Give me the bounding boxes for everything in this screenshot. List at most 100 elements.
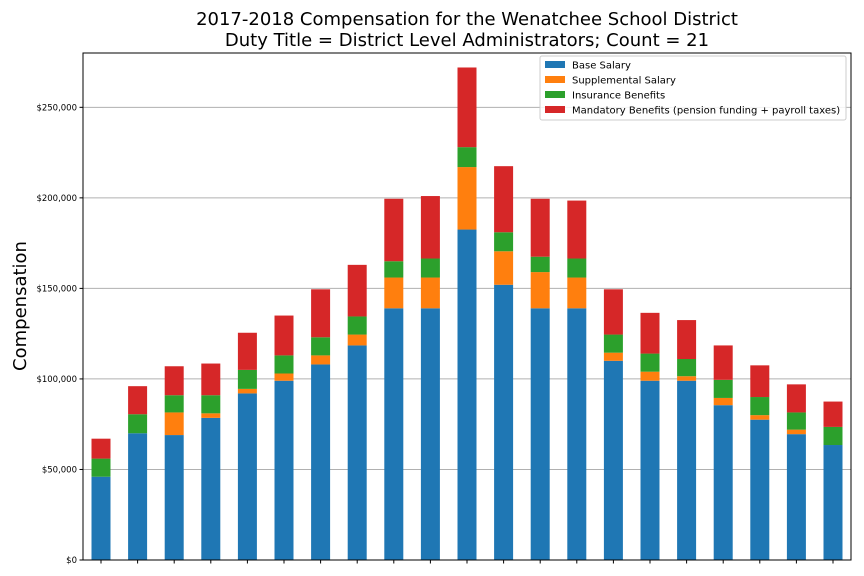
bar-segment-mandatory bbox=[603, 289, 623, 335]
bar-segment-mandatory bbox=[530, 198, 550, 257]
bar-segment-mandatory bbox=[237, 332, 257, 370]
bar-segment-insurance bbox=[201, 395, 221, 414]
y-tick-label: $100,000 bbox=[36, 375, 77, 385]
bar-segment-insurance bbox=[91, 458, 111, 477]
bar-segment-base bbox=[91, 476, 111, 560]
bar-segment-supplemental bbox=[164, 412, 184, 436]
bar-segment-insurance bbox=[420, 258, 440, 278]
bar-segment-insurance bbox=[567, 258, 587, 278]
bar-segment-base bbox=[274, 380, 294, 560]
y-tick-label: $0 bbox=[66, 556, 77, 566]
bar-segment-base bbox=[567, 308, 587, 560]
bar-segment-insurance bbox=[164, 395, 184, 413]
bar-segment-insurance bbox=[311, 337, 331, 356]
bar-segment-insurance bbox=[750, 397, 770, 416]
bar-segment-insurance bbox=[457, 147, 477, 168]
bar-segment-base bbox=[677, 380, 697, 560]
bar-segment-mandatory bbox=[311, 289, 331, 338]
legend-swatch bbox=[545, 91, 565, 98]
bar-segment-insurance bbox=[713, 379, 733, 398]
bar-segment-insurance bbox=[640, 353, 660, 372]
bar-segment-insurance bbox=[237, 369, 257, 389]
bar-segment-base bbox=[420, 308, 440, 560]
bar-segment-mandatory bbox=[713, 345, 733, 380]
bar-segment-mandatory bbox=[128, 386, 148, 415]
y-tick-label: $50,000 bbox=[42, 465, 77, 475]
y-tick-label: $150,000 bbox=[36, 284, 77, 294]
bar-segment-base bbox=[384, 308, 404, 560]
bar-segment-base bbox=[603, 360, 623, 560]
legend-label: Mandatory Benefits (pension funding + pa… bbox=[572, 106, 840, 117]
bar-segment-supplemental bbox=[640, 371, 660, 381]
legend-label: Supplemental Salary bbox=[572, 76, 676, 87]
bar-segment-base bbox=[128, 433, 148, 560]
bar-segment-mandatory bbox=[823, 401, 843, 427]
bar-segment-mandatory bbox=[347, 264, 367, 317]
chart-title: 2017-2018 Compensation for the Wenatchee… bbox=[196, 9, 738, 30]
bar-segment-base bbox=[347, 345, 367, 560]
bar-segment-supplemental bbox=[530, 272, 550, 309]
bar-segment-mandatory bbox=[640, 312, 660, 354]
bar-segment-mandatory bbox=[274, 315, 294, 356]
legend-swatch bbox=[545, 61, 565, 68]
bar-segment-mandatory bbox=[201, 363, 221, 396]
bar-segment-insurance bbox=[347, 316, 367, 335]
bars bbox=[91, 67, 843, 560]
bar-segment-mandatory bbox=[677, 320, 697, 360]
bar-segment-base bbox=[786, 434, 806, 560]
bar-segment-base bbox=[640, 380, 660, 560]
bar-segment-base bbox=[823, 445, 843, 560]
bar-segment-base bbox=[164, 435, 184, 560]
y-tick-label: $250,000 bbox=[36, 103, 77, 113]
bar-segment-insurance bbox=[603, 334, 623, 353]
bar-segment-base bbox=[750, 419, 770, 560]
bar-segment-mandatory bbox=[750, 365, 770, 398]
bar-segment-base bbox=[457, 229, 477, 560]
bar-segment-supplemental bbox=[274, 373, 294, 381]
bar-segment-mandatory bbox=[91, 438, 111, 459]
bar-segment-mandatory bbox=[384, 198, 404, 262]
bar-segment-base bbox=[494, 284, 514, 560]
bar-segment-supplemental bbox=[713, 397, 733, 406]
bar-segment-insurance bbox=[128, 414, 148, 434]
bar-segment-insurance bbox=[786, 412, 806, 430]
y-axis-label: Compensation bbox=[10, 241, 31, 371]
bar-segment-supplemental bbox=[786, 429, 806, 435]
bar-segment-base bbox=[713, 405, 733, 560]
bar-segment-base bbox=[237, 393, 257, 560]
bar-segment-insurance bbox=[677, 359, 697, 377]
bar-segment-supplemental bbox=[201, 413, 221, 418]
bar-segment-mandatory bbox=[457, 67, 477, 148]
bar-segment-mandatory bbox=[494, 166, 514, 233]
bar-segment-supplemental bbox=[494, 251, 514, 285]
bar-segment-mandatory bbox=[786, 384, 806, 413]
bar-segment-insurance bbox=[384, 261, 404, 278]
legend-swatch bbox=[545, 106, 565, 113]
legend-box bbox=[539, 55, 847, 121]
bar-segment-base bbox=[201, 417, 221, 560]
bar-segment-insurance bbox=[274, 355, 294, 374]
legend: Base Salary Supplemental Salary Insurance … bbox=[539, 55, 847, 121]
bar-segment-supplemental bbox=[603, 352, 623, 361]
bar-segment-mandatory bbox=[420, 196, 440, 259]
legend-swatch bbox=[545, 76, 565, 83]
bar-segment-mandatory bbox=[164, 366, 184, 396]
legend-label: Insurance Benefits bbox=[572, 91, 665, 102]
bar-segment-supplemental bbox=[237, 388, 257, 394]
bar-segment-base bbox=[530, 308, 550, 560]
bar-segment-mandatory bbox=[567, 200, 587, 259]
bar-segment-insurance bbox=[530, 256, 550, 273]
bar-segment-supplemental bbox=[567, 277, 587, 309]
bar-segment-insurance bbox=[823, 426, 843, 446]
legend-label: Base Salary bbox=[572, 61, 631, 72]
bar-segment-supplemental bbox=[677, 376, 697, 381]
y-tick-label: $200,000 bbox=[36, 194, 77, 204]
bar-segment-supplemental bbox=[311, 355, 331, 365]
x-axis-ticks bbox=[100, 560, 834, 564]
chart-subtitle: Duty Title = District Level Administrato… bbox=[225, 30, 709, 51]
bar-segment-base bbox=[311, 364, 331, 560]
bar-segment-supplemental bbox=[347, 334, 367, 346]
bar-segment-supplemental bbox=[750, 415, 770, 420]
bar-segment-supplemental bbox=[420, 277, 440, 309]
